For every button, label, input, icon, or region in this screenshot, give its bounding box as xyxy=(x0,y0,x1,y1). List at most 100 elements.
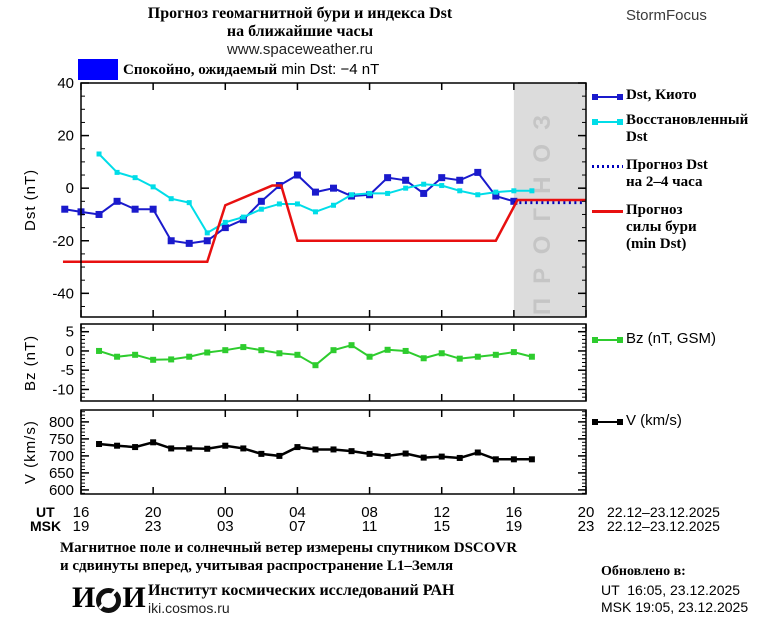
footnote-line2: и сдвинуты вперед, учитывая распростране… xyxy=(60,558,454,574)
forecast-dotted-sample xyxy=(592,163,623,171)
v-y-tick-label: 650 xyxy=(49,465,74,482)
restored-marker xyxy=(475,192,481,198)
restored-marker xyxy=(312,209,318,215)
restored-marker xyxy=(276,201,282,207)
restored-marker xyxy=(150,184,156,190)
restored-marker xyxy=(132,175,138,181)
v-marker xyxy=(330,446,337,453)
dst-panel-border xyxy=(80,82,587,318)
restored-marker xyxy=(385,190,391,196)
v-marker xyxy=(456,454,463,461)
bz-marker xyxy=(294,351,301,358)
bz-marker xyxy=(330,347,337,354)
kyoto-marker xyxy=(474,168,482,176)
kyoto-marker xyxy=(131,205,139,213)
brand-label: StormFocus xyxy=(626,7,707,24)
x-tick-ut: 20 xyxy=(145,504,162,521)
kyoto-marker xyxy=(384,174,392,182)
v-marker xyxy=(186,445,193,452)
x-tick-ut: 20 xyxy=(578,504,595,521)
x-tick-ut: 16 xyxy=(506,504,523,521)
legend-label-forecast-1: Прогноз Dst xyxy=(626,157,708,173)
dst-y-tick-label: 0 xyxy=(66,180,74,197)
kyoto-marker xyxy=(402,176,410,184)
v-marker xyxy=(510,456,517,463)
kyoto-marker xyxy=(185,239,193,247)
msk-row-label: MSK xyxy=(30,518,62,534)
bz-marker xyxy=(456,355,463,362)
footnote-line1: Магнитное поле и солнечный ветер измерен… xyxy=(60,540,518,556)
v-marker xyxy=(384,452,391,459)
restored-marker xyxy=(421,181,427,187)
legend-label-restored-1: Восстановленный xyxy=(626,112,749,128)
bz-axis-title: Bz (nT) xyxy=(22,334,39,392)
v-marker xyxy=(366,450,373,457)
v-marker xyxy=(312,446,319,453)
restored-line-sample xyxy=(592,118,623,126)
kyoto-marker xyxy=(311,188,319,196)
kyoto-marker xyxy=(221,224,229,232)
bz-marker xyxy=(132,351,139,358)
storm-forecast-series xyxy=(62,184,586,264)
bz-line-sample xyxy=(592,336,623,344)
restored-marker xyxy=(114,169,120,175)
v-marker xyxy=(294,444,301,451)
bz-y-tick-label: -5 xyxy=(61,362,74,379)
bz-y-tick-label: -10 xyxy=(52,381,74,398)
v-marker xyxy=(438,453,445,460)
legend-label-v: V (km/s) xyxy=(626,412,682,429)
v-marker xyxy=(168,445,175,452)
bz-marker xyxy=(186,353,193,360)
restored-marker xyxy=(439,183,445,189)
restored-marker xyxy=(493,189,499,195)
forecast-region-label: ПРОГНОЗ xyxy=(529,101,556,315)
kyoto-marker xyxy=(420,189,428,197)
x-tick-ut: 00 xyxy=(217,504,234,521)
dst-y-tick-label: 20 xyxy=(57,128,74,145)
v-line-sample xyxy=(592,418,623,426)
bz-marker xyxy=(528,353,535,360)
bz-series xyxy=(98,344,533,367)
bz-marker xyxy=(168,356,175,363)
v-marker xyxy=(276,452,283,459)
status-text-ru: Спокойно, ожидаемый xyxy=(123,62,278,78)
institute-url: iki.cosmos.ru xyxy=(148,600,230,616)
storm-line-sample xyxy=(592,208,623,216)
restored-marker xyxy=(96,151,102,157)
legend-label-bz: Bz (nT, GSM) xyxy=(626,330,717,347)
x-tick-ut: 04 xyxy=(289,504,306,521)
restored-marker xyxy=(240,214,246,220)
bz-marker xyxy=(240,344,247,351)
dst-y-tick-label: -20 xyxy=(52,233,74,250)
status-color-swatch xyxy=(78,59,118,80)
legend-label-kyoto: Dst, Киото xyxy=(626,87,697,103)
bz-marker xyxy=(402,347,409,354)
x-tick-msk: 23 xyxy=(145,518,162,535)
kyoto-marker xyxy=(167,237,175,245)
msk-date-range: 22.12–23.12.2025 xyxy=(607,518,720,534)
bz-y-tick-label: 0 xyxy=(66,343,74,360)
kyoto-marker xyxy=(61,205,69,213)
bz-marker xyxy=(348,342,355,349)
bz-marker xyxy=(276,350,283,357)
kyoto-marker xyxy=(330,184,337,192)
legend-label-restored-2: Dst xyxy=(626,129,648,145)
x-tick-msk: 03 xyxy=(217,518,234,535)
status-text-latin: min Dst: −4 nT xyxy=(277,61,380,78)
bz-marker xyxy=(258,347,265,354)
bz-marker xyxy=(366,353,373,360)
v-y-tick-label: 750 xyxy=(49,431,74,448)
kyoto-marker xyxy=(95,210,103,218)
x-tick-msk: 23 xyxy=(578,518,595,535)
restored-marker xyxy=(204,230,210,236)
iki-logo-left: И xyxy=(72,581,96,614)
legend-label-storm-3: (min Dst) xyxy=(626,236,687,252)
header: Прогноз геомагнитной бури и индекса Dst … xyxy=(0,5,600,58)
kyoto-marker xyxy=(113,197,121,205)
bz-marker xyxy=(384,346,391,353)
institute-name: Институт космических исследований РАН xyxy=(148,582,455,599)
bz-marker xyxy=(420,355,427,362)
restored-marker xyxy=(186,200,192,206)
x-tick-ut: 08 xyxy=(361,504,378,521)
